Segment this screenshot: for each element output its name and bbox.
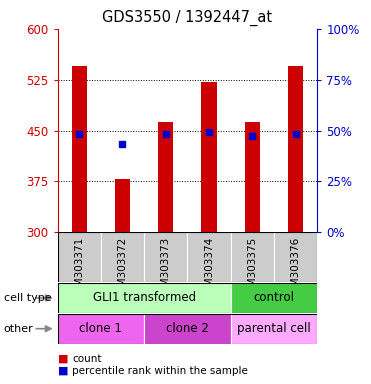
Bar: [58, 314, 144, 344]
Text: GLI1 transformed: GLI1 transformed: [92, 291, 196, 305]
Text: GSM303372: GSM303372: [118, 236, 127, 300]
Text: GSM303376: GSM303376: [290, 236, 301, 300]
Bar: [158, 122, 173, 232]
Bar: [274, 232, 317, 282]
Text: ■: ■: [58, 366, 68, 376]
Bar: [201, 82, 217, 232]
Bar: [72, 66, 87, 232]
Bar: [144, 314, 231, 344]
Bar: [144, 232, 187, 282]
Text: GSM303371: GSM303371: [74, 236, 84, 300]
Text: clone 2: clone 2: [166, 322, 209, 335]
Bar: [231, 232, 274, 282]
Text: other: other: [4, 324, 33, 334]
Text: GSM303375: GSM303375: [247, 236, 257, 300]
Text: clone 1: clone 1: [79, 322, 122, 335]
Text: cell type: cell type: [4, 293, 51, 303]
Bar: [101, 232, 144, 282]
Bar: [245, 122, 260, 232]
Text: GSM303374: GSM303374: [204, 236, 214, 300]
Title: GDS3550 / 1392447_at: GDS3550 / 1392447_at: [102, 10, 272, 26]
Text: control: control: [253, 291, 295, 305]
Text: GSM303373: GSM303373: [161, 236, 171, 300]
Bar: [288, 66, 303, 232]
Text: ■: ■: [58, 354, 68, 364]
Text: parental cell: parental cell: [237, 322, 311, 335]
Bar: [58, 283, 231, 313]
Bar: [187, 232, 231, 282]
Bar: [115, 179, 130, 232]
Text: percentile rank within the sample: percentile rank within the sample: [72, 366, 248, 376]
Text: count: count: [72, 354, 102, 364]
Bar: [231, 314, 317, 344]
Bar: [58, 232, 101, 282]
Bar: [231, 283, 317, 313]
